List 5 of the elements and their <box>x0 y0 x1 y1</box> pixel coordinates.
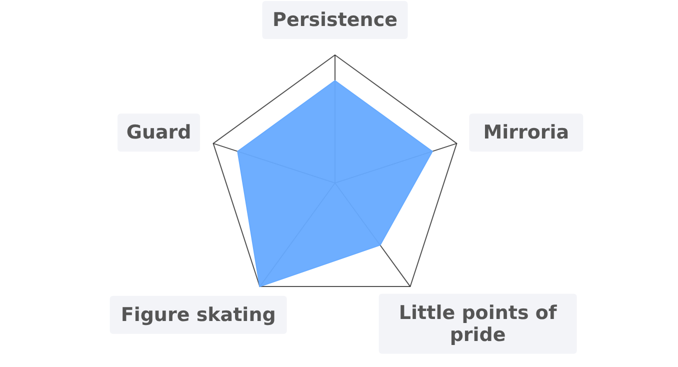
spoke-label: Persistence <box>272 9 398 31</box>
spoke-label: Mirroria <box>483 122 570 144</box>
spoke-label: Little points of pride <box>398 302 558 346</box>
spoke-label: Figure skating <box>120 304 276 326</box>
spoke-label: Guard <box>126 122 192 144</box>
